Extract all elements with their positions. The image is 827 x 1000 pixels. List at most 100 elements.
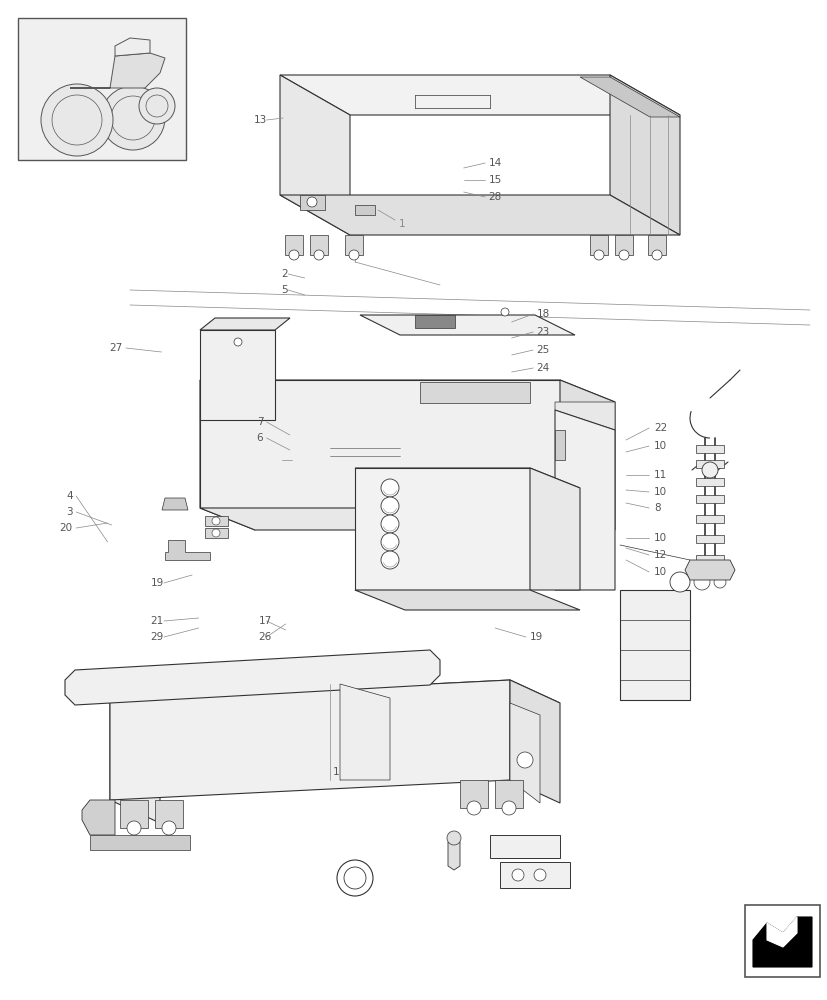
Circle shape	[41, 84, 112, 156]
Polygon shape	[162, 498, 188, 510]
Text: 28: 28	[488, 192, 501, 202]
Polygon shape	[110, 680, 559, 723]
Polygon shape	[205, 528, 227, 538]
Circle shape	[380, 533, 399, 551]
Polygon shape	[554, 402, 614, 430]
Text: 11: 11	[653, 470, 667, 480]
Circle shape	[651, 250, 662, 260]
Polygon shape	[619, 590, 689, 700]
Text: 19: 19	[529, 632, 543, 642]
Text: 10: 10	[653, 533, 667, 543]
Text: 20: 20	[60, 523, 73, 533]
Polygon shape	[509, 680, 559, 803]
Circle shape	[593, 250, 603, 260]
Circle shape	[693, 574, 709, 590]
Polygon shape	[509, 703, 539, 803]
Polygon shape	[648, 235, 665, 255]
Circle shape	[669, 572, 689, 592]
Text: 23: 23	[536, 327, 549, 337]
Polygon shape	[696, 445, 723, 453]
Text: 22: 22	[653, 423, 667, 433]
Text: 25: 25	[536, 345, 549, 355]
Circle shape	[713, 576, 725, 588]
Circle shape	[516, 752, 533, 768]
Circle shape	[111, 96, 155, 140]
Polygon shape	[419, 382, 529, 403]
Polygon shape	[340, 684, 390, 780]
Circle shape	[212, 517, 220, 525]
Text: 13: 13	[253, 115, 266, 125]
Polygon shape	[110, 680, 509, 800]
Polygon shape	[529, 468, 579, 590]
Polygon shape	[355, 590, 579, 610]
Polygon shape	[90, 835, 189, 850]
Text: 18: 18	[536, 309, 549, 319]
Text: 21: 21	[151, 616, 164, 626]
Text: 12: 12	[653, 550, 667, 560]
Polygon shape	[744, 905, 819, 977]
Polygon shape	[490, 835, 559, 858]
Text: 29: 29	[151, 632, 164, 642]
Polygon shape	[766, 917, 796, 947]
Polygon shape	[115, 38, 150, 56]
Text: 17: 17	[258, 616, 271, 626]
Text: 4: 4	[66, 491, 73, 501]
Circle shape	[337, 860, 372, 896]
Polygon shape	[284, 235, 303, 255]
Polygon shape	[696, 515, 723, 523]
Polygon shape	[200, 330, 275, 420]
Polygon shape	[299, 195, 325, 210]
Circle shape	[348, 250, 359, 260]
Text: 6: 6	[256, 433, 263, 443]
Text: 3: 3	[66, 507, 73, 517]
Polygon shape	[82, 800, 115, 835]
Circle shape	[234, 338, 241, 346]
Polygon shape	[559, 380, 614, 530]
Polygon shape	[614, 235, 632, 255]
Polygon shape	[70, 53, 165, 88]
Circle shape	[307, 197, 317, 207]
Polygon shape	[460, 780, 487, 808]
Circle shape	[313, 250, 323, 260]
Polygon shape	[200, 380, 255, 530]
Circle shape	[380, 479, 399, 497]
Polygon shape	[696, 555, 723, 563]
Text: 15: 15	[488, 175, 501, 185]
Polygon shape	[345, 235, 362, 255]
Polygon shape	[200, 380, 559, 508]
Text: 1: 1	[332, 767, 339, 777]
Polygon shape	[684, 560, 734, 580]
Polygon shape	[447, 842, 460, 870]
Polygon shape	[554, 410, 614, 590]
Circle shape	[501, 801, 515, 815]
Polygon shape	[579, 77, 679, 117]
Polygon shape	[696, 460, 723, 468]
Polygon shape	[205, 516, 227, 526]
Circle shape	[511, 869, 523, 881]
Circle shape	[380, 515, 399, 533]
Circle shape	[52, 95, 102, 145]
Circle shape	[447, 831, 461, 845]
Text: 24: 24	[536, 363, 549, 373]
Circle shape	[380, 497, 399, 515]
Polygon shape	[280, 195, 679, 235]
Polygon shape	[590, 235, 607, 255]
Polygon shape	[696, 478, 723, 486]
Polygon shape	[280, 75, 679, 115]
Polygon shape	[355, 205, 375, 215]
Polygon shape	[280, 75, 350, 235]
Circle shape	[146, 95, 168, 117]
Polygon shape	[500, 862, 569, 888]
Polygon shape	[110, 700, 160, 823]
Circle shape	[289, 250, 299, 260]
Circle shape	[701, 462, 717, 478]
Text: 10: 10	[653, 441, 667, 451]
Polygon shape	[414, 315, 455, 328]
Circle shape	[101, 86, 165, 150]
Polygon shape	[120, 800, 148, 828]
Polygon shape	[355, 468, 579, 488]
Polygon shape	[18, 18, 186, 160]
Polygon shape	[165, 540, 210, 560]
Circle shape	[343, 867, 366, 889]
Circle shape	[533, 869, 545, 881]
